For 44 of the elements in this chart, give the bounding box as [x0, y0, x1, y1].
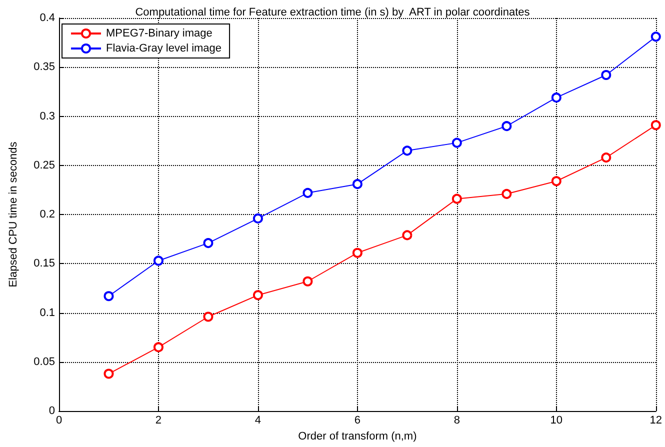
- point: [601, 70, 612, 80]
- y-tick-label: 0.1: [40, 306, 55, 319]
- point: [302, 276, 313, 286]
- y-tick-label: 0.3: [40, 110, 55, 122]
- x-tick-label: 12: [650, 414, 662, 427]
- point: [203, 238, 214, 248]
- x-tick-label: 10: [550, 414, 563, 427]
- x-axis-title: Order of transform (n,m): [298, 430, 417, 442]
- y-tick-label: 0.4: [40, 12, 55, 24]
- point: [153, 342, 164, 352]
- point: [502, 121, 512, 132]
- legend-label: MPEG7-Binary image: [106, 28, 212, 40]
- x-tick-label: 4: [254, 414, 262, 427]
- y-tick-label: 0.05: [34, 356, 55, 368]
- point: [252, 213, 263, 224]
- y-tick-label: 0.2: [40, 208, 55, 221]
- point: [601, 152, 612, 163]
- point: [551, 92, 562, 103]
- y-tick-label: 0.35: [34, 61, 55, 74]
- point: [452, 138, 462, 148]
- x-tick-label: 2: [155, 414, 162, 427]
- point: [452, 194, 462, 204]
- point: [252, 290, 263, 300]
- point: [352, 179, 362, 190]
- legend-label: Flavia-Gray level image: [106, 42, 222, 54]
- point: [502, 188, 512, 199]
- point: [551, 176, 562, 186]
- point: [352, 248, 362, 258]
- y-tick-label: 0: [48, 405, 55, 418]
- y-tick-label: 0.25: [34, 159, 55, 172]
- point: [650, 120, 661, 130]
- point: [153, 256, 164, 266]
- point: [402, 230, 412, 240]
- point: [104, 368, 114, 379]
- chart-title: Computational time for Feature extraction time (in s) by ART in polar coordinates: [135, 6, 530, 18]
- point: [402, 146, 412, 156]
- point: [104, 291, 114, 302]
- x-tick-label: 6: [354, 414, 361, 427]
- x-tick-label: 8: [454, 414, 460, 427]
- point: [650, 32, 661, 42]
- point: [302, 188, 313, 198]
- point: [203, 312, 214, 322]
- y-axis-title: Elapsed CPU time in seconds: [8, 141, 20, 288]
- y-tick-label: 0.15: [34, 258, 55, 270]
